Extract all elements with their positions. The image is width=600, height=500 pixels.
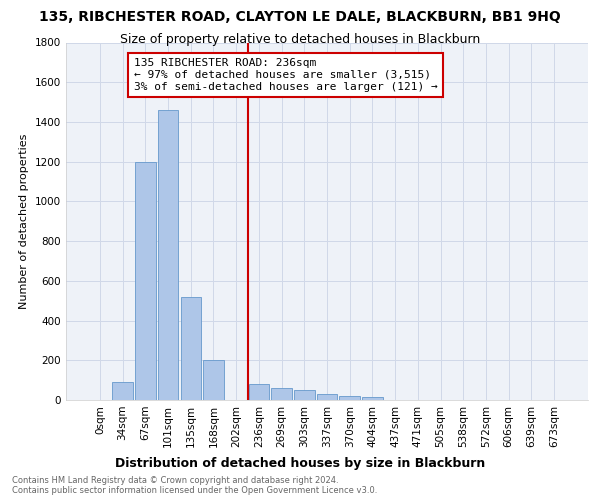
Text: Size of property relative to detached houses in Blackburn: Size of property relative to detached ho… [120,32,480,46]
Bar [181,296,201,400]
Bar [271,388,292,400]
Bar [158,110,178,400]
Bar [248,384,269,400]
Bar [362,397,383,400]
Bar [294,390,314,400]
Text: 135, RIBCHESTER ROAD, CLAYTON LE DALE, BLACKBURN, BB1 9HQ: 135, RIBCHESTER ROAD, CLAYTON LE DALE, B… [39,10,561,24]
Y-axis label: Number of detached properties: Number of detached properties [19,134,29,309]
Bar [340,396,360,400]
Bar [317,394,337,400]
Text: 135 RIBCHESTER ROAD: 236sqm
← 97% of detached houses are smaller (3,515)
3% of s: 135 RIBCHESTER ROAD: 236sqm ← 97% of det… [134,58,438,92]
Bar [203,360,224,400]
Text: Distribution of detached houses by size in Blackburn: Distribution of detached houses by size … [115,458,485,470]
Bar [135,162,155,400]
Bar [112,382,133,400]
Text: Contains HM Land Registry data © Crown copyright and database right 2024.
Contai: Contains HM Land Registry data © Crown c… [12,476,377,495]
